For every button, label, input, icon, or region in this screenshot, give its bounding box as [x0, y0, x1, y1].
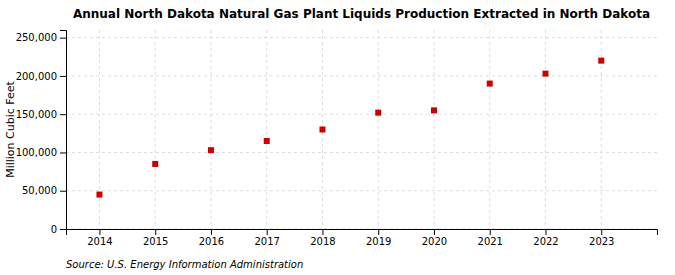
y-tick-mark	[60, 38, 66, 39]
x-tick-label: 2014	[87, 236, 112, 247]
x-axis-line	[67, 230, 658, 236]
y-axis: 0 50,000 100,000 150,000 200,000 250,000	[16, 31, 67, 235]
grid	[66, 30, 657, 229]
x-tick-label: 2018	[310, 236, 335, 247]
y-tick: 50,000	[22, 185, 66, 196]
y-tick-mark	[60, 76, 66, 77]
point	[264, 138, 270, 144]
grid-line	[210, 30, 211, 229]
grid-line	[378, 30, 379, 229]
grid-line	[155, 30, 156, 229]
y-tick-label: 250,000	[16, 32, 57, 43]
x-tick-label: 2021	[478, 236, 503, 247]
x-tick: 2023	[589, 229, 614, 247]
x-tick-mark	[490, 229, 491, 235]
x-tick: 2019	[366, 229, 391, 247]
x-tick: 2014	[87, 229, 112, 247]
y-tick-label: 100,000	[16, 147, 57, 158]
y-tick-label: 0	[51, 224, 57, 235]
point	[431, 107, 437, 113]
x-tick: 2015	[143, 229, 168, 247]
point	[598, 58, 604, 64]
y-axis-title: Million Cubic Feet	[4, 80, 17, 177]
y-axis-line	[60, 31, 67, 230]
y-tick-mark	[60, 229, 66, 230]
x-tick-mark	[155, 229, 156, 235]
grid-line	[66, 152, 657, 153]
y-tick-mark	[60, 152, 66, 153]
point	[96, 192, 102, 198]
grid-line	[66, 114, 657, 115]
x-tick-label: 2017	[254, 236, 279, 247]
x-tick-mark	[211, 229, 212, 235]
y-tick-mark	[60, 191, 66, 192]
y-tick-label: 200,000	[16, 71, 57, 82]
grid-line	[99, 30, 100, 229]
y-tick: 250,000	[16, 32, 66, 43]
y-tick: 100,000	[16, 147, 66, 158]
source: Source: U.S. Energy Information Administ…	[66, 259, 303, 270]
grid-line	[66, 190, 657, 191]
x-tick-label: 2015	[143, 236, 168, 247]
grid-line	[266, 30, 267, 229]
x-tick: 2018	[310, 229, 335, 247]
x-tick-mark	[434, 229, 435, 235]
x-axis: 2014 2015 2016 2017 2018 2019 2020 2021 2022 2023	[67, 229, 658, 247]
grid-line	[545, 30, 546, 229]
point	[152, 161, 158, 167]
x-tick-label: 2016	[199, 236, 224, 247]
y-tick: 200,000	[16, 71, 66, 82]
x-tick: 2020	[422, 229, 447, 247]
x-tick-mark	[322, 229, 323, 235]
grid-line	[433, 30, 434, 229]
chart: 2014 2015 2016 2017 2018 2019 2020 2021 2022 2023…	[0, 0, 675, 275]
title: Annual North Dakota Natural Gas Plant Li…	[73, 7, 650, 21]
y-tick-label: 150,000	[16, 109, 57, 120]
y-tick: 150,000	[16, 109, 66, 120]
grid-line	[66, 37, 657, 38]
x-tick-mark	[601, 229, 602, 235]
x-tick-mark	[378, 229, 379, 235]
x-tick-label: 2020	[422, 236, 447, 247]
y-tick-mark	[60, 114, 66, 115]
y-tick: 0	[51, 224, 66, 235]
x-tick: 2016	[199, 229, 224, 247]
x-tick-label: 2019	[366, 236, 391, 247]
point	[375, 110, 381, 116]
points	[96, 58, 604, 198]
x-tick-mark	[267, 229, 268, 235]
y-tick-label: 50,000	[22, 185, 57, 196]
grid-line	[489, 30, 490, 229]
x-tick-mark	[99, 229, 100, 235]
point	[542, 71, 548, 77]
point	[208, 147, 214, 153]
point	[319, 127, 325, 133]
x-tick: 2021	[478, 229, 503, 247]
x-tick: 2017	[254, 229, 279, 247]
grid-line	[66, 75, 657, 76]
plot: 2014 2015 2016 2017 2018 2019 2020 2021 2022 2023…	[16, 30, 658, 247]
x-tick: 2022	[533, 229, 558, 247]
x-tick-label: 2022	[533, 236, 558, 247]
x-tick-mark	[545, 229, 546, 235]
x-tick-label: 2023	[589, 236, 614, 247]
point	[487, 81, 493, 87]
